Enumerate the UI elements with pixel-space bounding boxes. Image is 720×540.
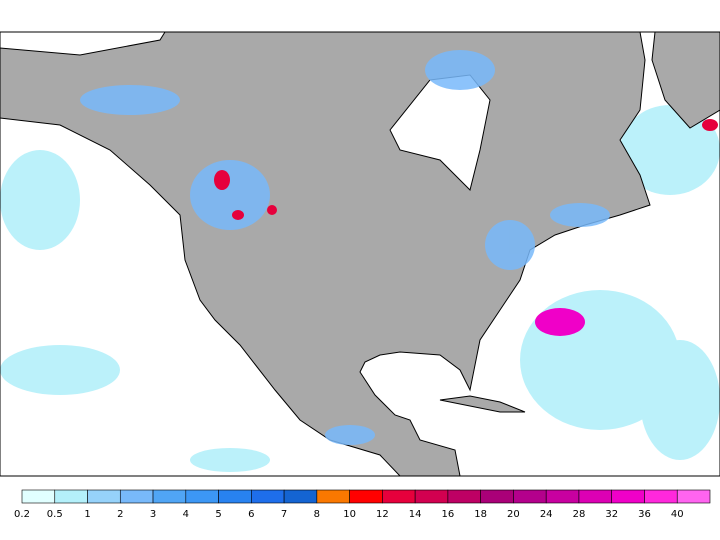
colorbar-label: 3 <box>150 509 156 520</box>
colorbar-swatch <box>152 489 187 504</box>
colorbar-swatch <box>578 489 613 504</box>
land-precip <box>80 50 610 445</box>
colorbar-swatch <box>119 489 154 504</box>
colorbar-label: 6 <box>248 509 254 520</box>
colorbar-label: 7 <box>281 509 287 520</box>
colorbar-label: 28 <box>573 509 586 520</box>
greenland <box>651 31 720 129</box>
colorbar-label: 0.2 <box>14 509 30 520</box>
colorbar-label: 36 <box>638 509 651 520</box>
colorbar-label: 2 <box>117 509 123 520</box>
colorbar-swatch <box>185 489 219 504</box>
colorbar-swatch <box>414 489 449 504</box>
north-america <box>0 31 651 477</box>
colorbar-swatch <box>87 489 121 504</box>
colorbar-swatch <box>644 489 678 504</box>
colorbar-swatch <box>54 489 88 504</box>
colorbar-label: 8 <box>314 509 320 520</box>
colorbar-swatch <box>447 489 481 504</box>
heavy-precip <box>214 119 718 220</box>
colorbar-swatch <box>283 489 318 504</box>
colorbar-label: 16 <box>442 509 455 520</box>
colorbar-label: 10 <box>343 509 356 520</box>
colorbar-swatch <box>251 489 285 504</box>
colorbar-label: 5 <box>215 509 221 520</box>
colorbar-swatch <box>21 489 56 504</box>
colorbar-swatch <box>545 489 580 504</box>
map <box>0 31 720 477</box>
colorbar-swatch <box>513 489 547 504</box>
colorbar-label: 40 <box>671 509 684 520</box>
cuba <box>439 395 526 413</box>
colorbar-label: 18 <box>474 509 487 520</box>
map-frame <box>0 31 720 477</box>
colorbar-label: 14 <box>409 509 422 520</box>
colorbar-swatch <box>611 489 645 504</box>
colorbar-label: 0.5 <box>47 509 63 520</box>
colorbar-label: 12 <box>376 509 389 520</box>
colorbar-label: 1 <box>84 509 90 520</box>
colorbar-swatch <box>480 489 514 504</box>
colorbar-swatch <box>349 489 383 504</box>
colorbar: 0.2 0.5 1 2 3 4 5 6 7 8 10 12 14 16 18 20 24 28 32 36 40 <box>14 489 711 520</box>
colorbar-swatch <box>316 489 350 504</box>
colorbar-swatch <box>218 489 252 504</box>
colorbar-swatch <box>382 489 416 504</box>
colorbar-label: 20 <box>507 509 520 520</box>
colorbar-label: 4 <box>183 509 189 520</box>
colorbar-swatch <box>676 489 711 504</box>
colorbar-label: 32 <box>605 509 618 520</box>
colorbar-label: 24 <box>540 509 553 520</box>
storm-core <box>535 308 585 336</box>
